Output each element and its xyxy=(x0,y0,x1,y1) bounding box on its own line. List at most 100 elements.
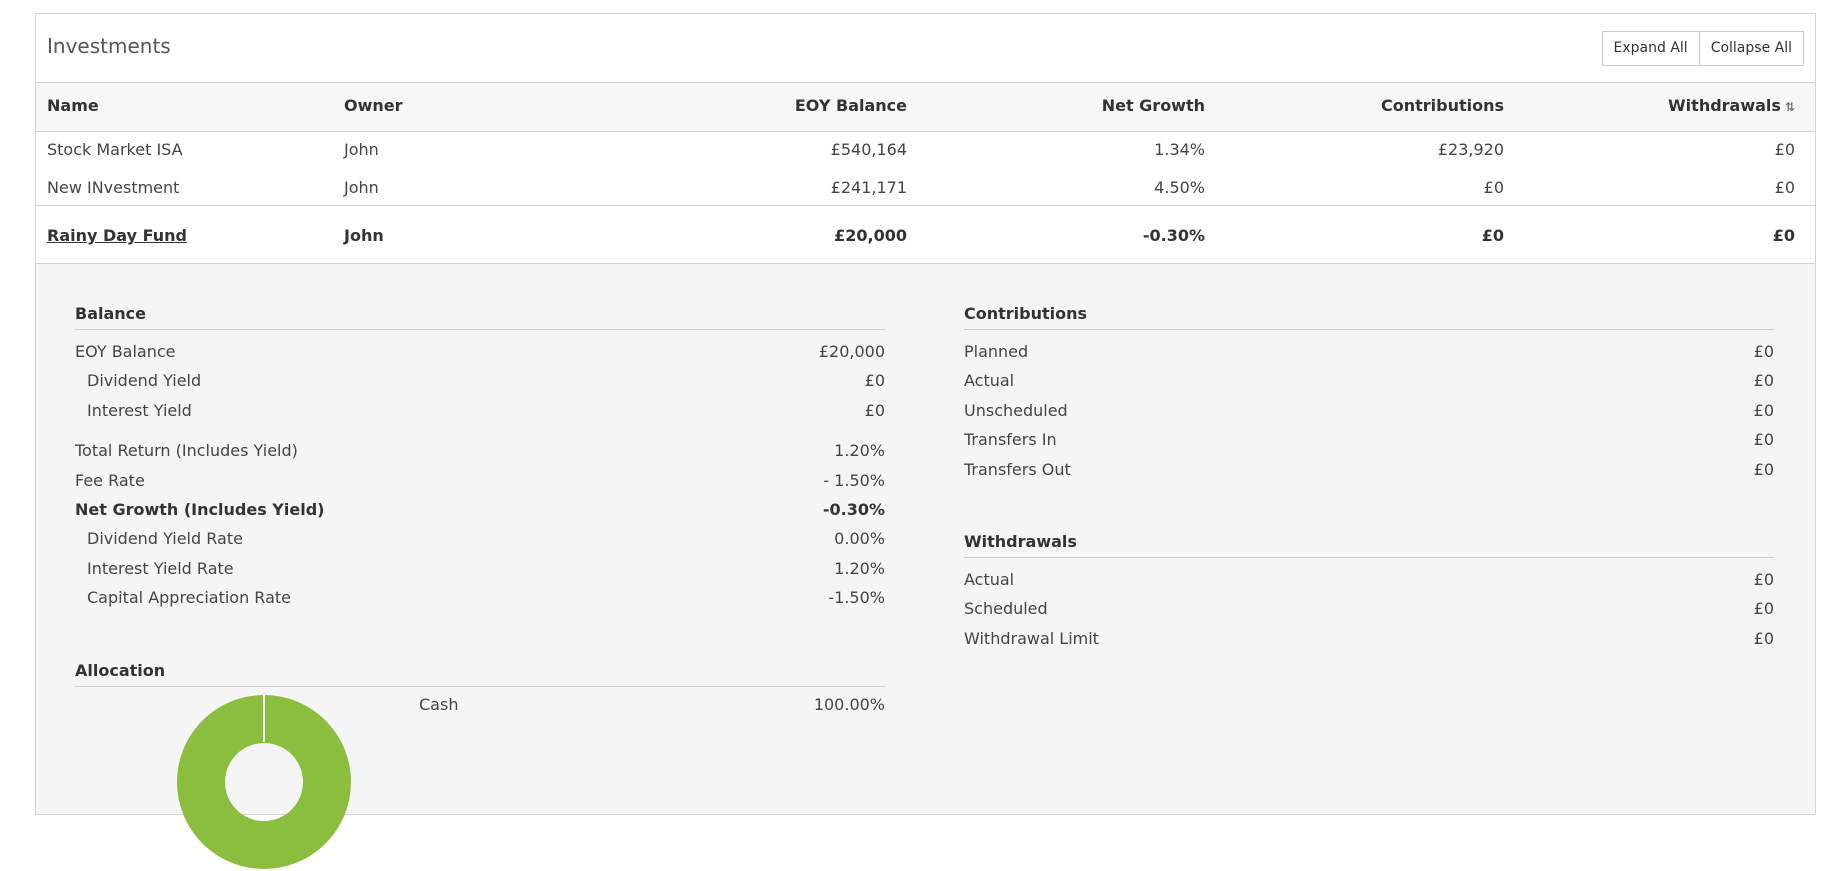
header-contributions[interactable]: Contributions xyxy=(1380,96,1504,115)
row-owner: John xyxy=(344,140,379,159)
item-label: Scheduled xyxy=(964,599,1048,619)
table-header: Name Owner EOY Balance Net Growth Contri… xyxy=(36,82,1815,132)
item-value: 100.00% xyxy=(813,695,885,714)
header-net-growth[interactable]: Net Growth xyxy=(1101,96,1205,115)
row-eoy: £540,164 xyxy=(830,140,907,159)
item-label: Unscheduled xyxy=(964,400,1068,420)
sort-icon[interactable]: ⇅ xyxy=(1784,100,1795,114)
item-label: Planned xyxy=(964,342,1029,361)
row-contrib: £0 xyxy=(1481,226,1504,245)
item-label: Fee Rate xyxy=(75,470,145,490)
item-value: 1.20% xyxy=(834,558,885,578)
header-withdrawals[interactable]: Withdrawals ⇅ xyxy=(1668,96,1795,115)
item-label: Interest Yield xyxy=(87,400,192,420)
item-value: £0 xyxy=(1753,342,1774,361)
row-owner: John xyxy=(344,226,384,245)
item-label: EOY Balance xyxy=(75,342,176,361)
contributions-heading: Contributions xyxy=(964,304,1774,330)
row-divider xyxy=(36,205,1815,206)
contributions-item: Actual £0 xyxy=(964,367,1774,396)
panel-title: Investments xyxy=(47,34,171,58)
row-contrib: £23,920 xyxy=(1437,140,1504,159)
contributions-item: Transfers Out £0 xyxy=(964,456,1774,485)
withdrawals-heading: Withdrawals xyxy=(964,532,1774,558)
header-owner[interactable]: Owner xyxy=(344,96,403,115)
row-withdraw: £0 xyxy=(1772,226,1795,245)
balance-item: EOY Balance £20,000 xyxy=(75,338,885,367)
table-row-expanded[interactable]: Rainy Day Fund John £20,000 -0.30% £0 £0 xyxy=(36,218,1815,256)
row-owner: John xyxy=(344,178,379,197)
withdrawals-section: Withdrawals Actual £0 Scheduled £0 Withdra… xyxy=(964,532,1774,654)
balance-item: Net Growth (Includes Yield) -0.30% xyxy=(75,496,885,525)
header-eoy-balance[interactable]: EOY Balance xyxy=(794,96,907,115)
detail-divider xyxy=(36,263,1815,264)
row-contrib: £0 xyxy=(1483,178,1504,197)
row-withdraw: £0 xyxy=(1774,140,1795,159)
withdrawals-item: Withdrawal Limit £0 xyxy=(964,625,1774,654)
item-value: £0 xyxy=(864,400,885,420)
item-value: -0.30% xyxy=(822,499,885,519)
balance-heading: Balance xyxy=(75,304,885,330)
allocation-section: Allocation Cash 100.00% xyxy=(75,661,885,869)
balance-section: Balance EOY Balance £20,000 Dividend Yiel… xyxy=(75,304,885,614)
item-label: Transfers In xyxy=(964,430,1057,450)
expand-collapse-group: Expand All Collapse All xyxy=(1601,31,1804,66)
header-withdrawals-label: Withdrawals xyxy=(1668,96,1781,115)
balance-item: Interest Yield Rate 1.20% xyxy=(75,555,885,584)
item-label: Withdrawal Limit xyxy=(964,628,1099,648)
contributions-section: Contributions Planned £0 Actual £0 Unsched… xyxy=(964,304,1774,485)
row-name: Stock Market ISA xyxy=(47,140,183,159)
item-value: -1.50% xyxy=(828,588,885,608)
withdrawals-item: Actual £0 xyxy=(964,566,1774,595)
item-value: £0 xyxy=(1753,628,1774,648)
item-label: Transfers Out xyxy=(964,459,1071,479)
item-value: - 1.50% xyxy=(823,470,885,490)
item-label: Interest Yield Rate xyxy=(87,558,234,578)
item-value: £0 xyxy=(1753,599,1774,619)
balance-item: Interest Yield £0 xyxy=(75,397,885,426)
item-value: 0.00% xyxy=(834,529,885,549)
row-growth: -0.30% xyxy=(1142,226,1205,245)
allocation-donut-chart xyxy=(177,694,351,869)
balance-item: Total Return (Includes Yield) 1.20% xyxy=(75,437,885,466)
item-value: £0 xyxy=(1753,459,1774,479)
table-row[interactable]: Stock Market ISA John £540,164 1.34% £23… xyxy=(36,132,1815,170)
row-eoy: £20,000 xyxy=(834,226,907,245)
allocation-heading: Allocation xyxy=(75,661,885,687)
item-value: £20,000 xyxy=(818,342,885,361)
item-label: Net Growth (Includes Yield) xyxy=(75,499,325,519)
item-value: 1.20% xyxy=(834,441,885,461)
collapse-all-button[interactable]: Collapse All xyxy=(1699,31,1804,66)
item-value: £0 xyxy=(864,371,885,391)
item-value: £0 xyxy=(1753,371,1774,391)
contributions-item: Planned £0 xyxy=(964,338,1774,367)
expand-all-button[interactable]: Expand All xyxy=(1601,31,1700,66)
contributions-item: Transfers In £0 xyxy=(964,426,1774,455)
item-label: Cash xyxy=(419,695,459,714)
item-label: Total Return (Includes Yield) xyxy=(75,441,298,461)
item-label: Capital Appreciation Rate xyxy=(87,588,291,608)
row-growth: 4.50% xyxy=(1154,178,1205,197)
item-label: Dividend Yield xyxy=(87,371,202,391)
row-name: New INvestment xyxy=(47,178,180,197)
row-growth: 1.34% xyxy=(1154,140,1205,159)
contributions-item: Unscheduled £0 xyxy=(964,397,1774,426)
balance-item: Dividend Yield £0 xyxy=(75,367,885,396)
row-name-link[interactable]: Rainy Day Fund xyxy=(47,226,187,245)
withdrawals-item: Scheduled £0 xyxy=(964,595,1774,624)
balance-item: Fee Rate - 1.50% xyxy=(75,467,885,496)
row-eoy: £241,171 xyxy=(830,178,907,197)
allocation-item: Cash 100.00% xyxy=(419,691,885,720)
row-detail: Balance EOY Balance £20,000 Dividend Yiel… xyxy=(36,264,1815,869)
investments-panel: Investments Expand All Collapse All Name… xyxy=(35,13,1816,869)
item-label: Actual xyxy=(964,570,1015,589)
item-value: £0 xyxy=(1753,430,1774,450)
balance-item: Dividend Yield Rate 0.00% xyxy=(75,525,885,554)
item-label: Actual xyxy=(964,371,1015,391)
table-row[interactable]: New INvestment John £241,171 4.50% £0 £0 xyxy=(36,170,1815,208)
item-value: £0 xyxy=(1753,400,1774,420)
item-label: Dividend Yield Rate xyxy=(87,529,243,549)
balance-item: Capital Appreciation Rate -1.50% xyxy=(75,584,885,613)
item-value: £0 xyxy=(1753,570,1774,589)
header-name[interactable]: Name xyxy=(47,96,99,115)
